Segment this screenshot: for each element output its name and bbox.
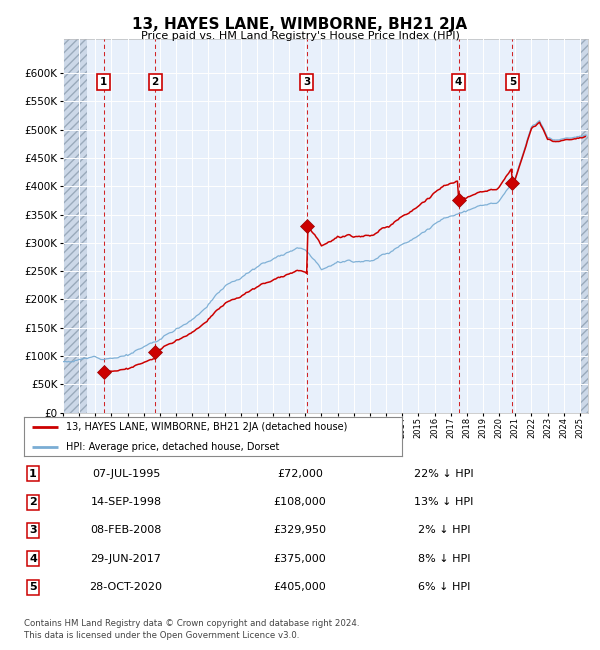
Text: 4: 4	[455, 77, 462, 87]
Text: 5: 5	[29, 582, 37, 592]
Text: £375,000: £375,000	[274, 554, 326, 564]
Bar	[63, 39, 87, 413]
Text: 08-FEB-2008: 08-FEB-2008	[91, 525, 161, 536]
Text: Price paid vs. HM Land Registry's House Price Index (HPI): Price paid vs. HM Land Registry's House …	[140, 31, 460, 41]
Text: £405,000: £405,000	[274, 582, 326, 592]
Text: 29-JUN-2017: 29-JUN-2017	[91, 554, 161, 564]
Text: 13% ↓ HPI: 13% ↓ HPI	[415, 497, 473, 507]
Text: 13, HAYES LANE, WIMBORNE, BH21 2JA: 13, HAYES LANE, WIMBORNE, BH21 2JA	[133, 17, 467, 32]
Text: 14-SEP-1998: 14-SEP-1998	[91, 497, 161, 507]
Text: 13, HAYES LANE, WIMBORNE, BH21 2JA (detached house): 13, HAYES LANE, WIMBORNE, BH21 2JA (deta…	[65, 422, 347, 432]
Text: £72,000: £72,000	[277, 469, 323, 478]
Text: 28-OCT-2020: 28-OCT-2020	[89, 582, 163, 592]
Text: 07-JUL-1995: 07-JUL-1995	[92, 469, 160, 478]
Text: 8% ↓ HPI: 8% ↓ HPI	[418, 554, 470, 564]
Text: HPI: Average price, detached house, Dorset: HPI: Average price, detached house, Dors…	[65, 441, 279, 452]
Text: 1: 1	[100, 77, 107, 87]
Text: 5: 5	[509, 77, 516, 87]
Text: 4: 4	[29, 554, 37, 564]
Text: 6% ↓ HPI: 6% ↓ HPI	[418, 582, 470, 592]
Text: £108,000: £108,000	[274, 497, 326, 507]
Text: 2: 2	[29, 497, 37, 507]
Text: 22% ↓ HPI: 22% ↓ HPI	[414, 469, 474, 478]
Bar	[580, 39, 588, 413]
Text: Contains HM Land Registry data © Crown copyright and database right 2024.
This d: Contains HM Land Registry data © Crown c…	[24, 619, 359, 640]
Text: 3: 3	[303, 77, 311, 87]
Text: 2% ↓ HPI: 2% ↓ HPI	[418, 525, 470, 536]
Text: £329,950: £329,950	[274, 525, 326, 536]
Text: 1: 1	[29, 469, 37, 478]
Text: 2: 2	[152, 77, 159, 87]
Text: 3: 3	[29, 525, 37, 536]
